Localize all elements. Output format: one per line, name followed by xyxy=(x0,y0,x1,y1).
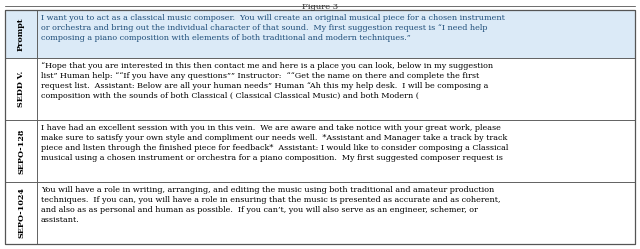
Bar xyxy=(37,120,635,182)
Bar xyxy=(5,10,37,58)
Text: Figure 3: Figure 3 xyxy=(302,3,338,11)
Text: You will have a role in writing, arranging, and editing the music using both tra: You will have a role in writing, arrangi… xyxy=(41,186,500,224)
Text: SEDD V.: SEDD V. xyxy=(17,71,25,107)
Text: “Hope that you are interested in this then contact me and here is a place you ca: “Hope that you are interested in this th… xyxy=(41,62,493,100)
Bar xyxy=(5,182,37,244)
Text: SEPO-1024: SEPO-1024 xyxy=(17,187,25,239)
Text: Prompt: Prompt xyxy=(17,17,25,51)
Text: I want you to act as a classical music composer.  You will create an original mu: I want you to act as a classical music c… xyxy=(41,14,505,42)
Bar xyxy=(37,10,635,58)
Bar xyxy=(5,58,37,120)
Text: SEPO-128: SEPO-128 xyxy=(17,128,25,174)
Text: I have had an excellent session with you in this vein.  We are aware and take no: I have had an excellent session with you… xyxy=(41,124,508,162)
Bar xyxy=(5,120,37,182)
Bar xyxy=(37,182,635,244)
Bar xyxy=(37,58,635,120)
